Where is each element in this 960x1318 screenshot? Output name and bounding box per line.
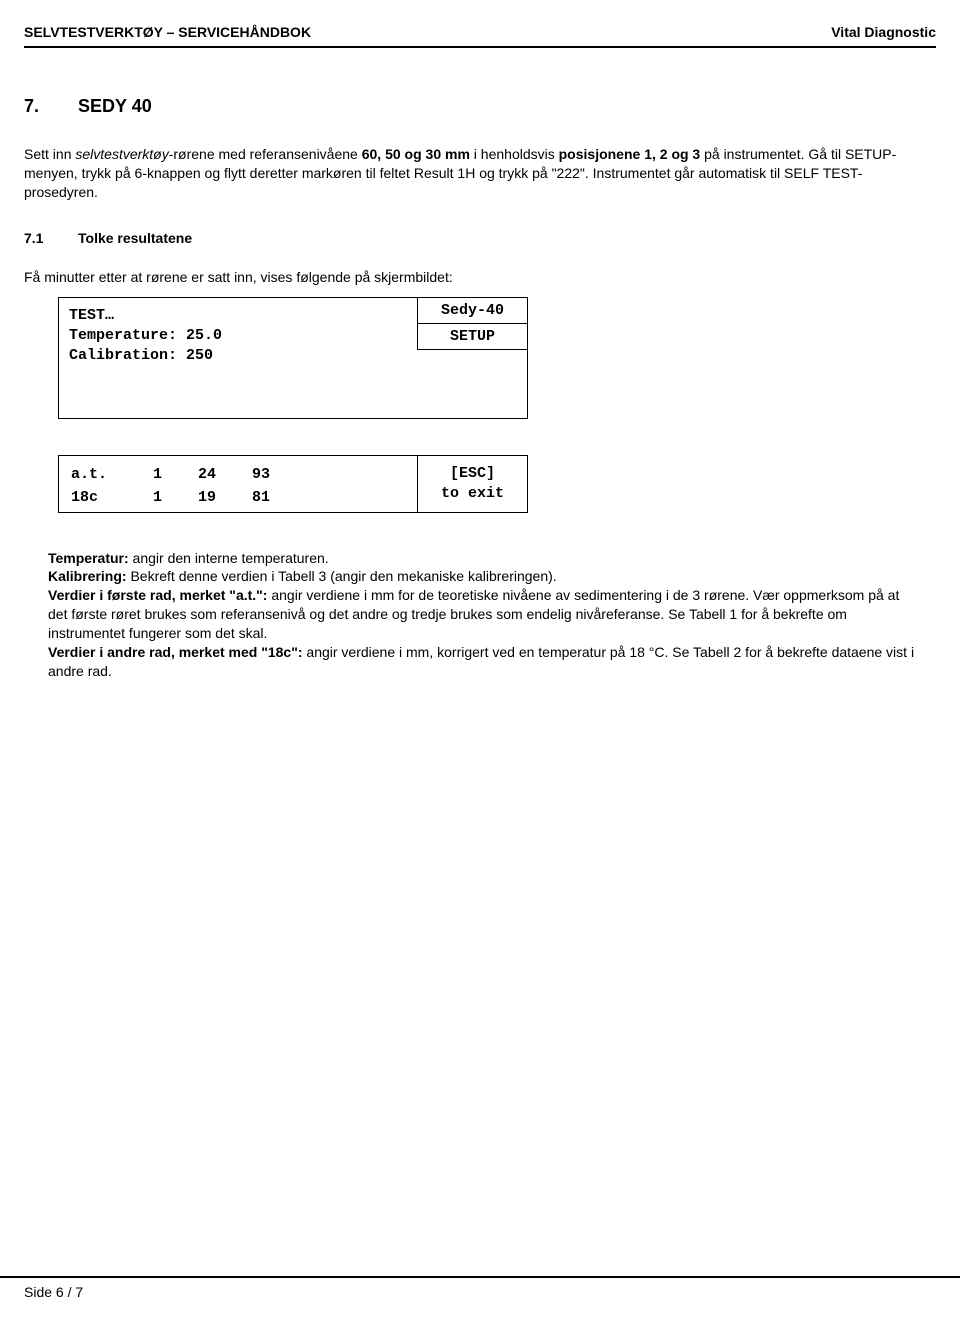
explain-p4-bold: Verdier i andre rad, merket med "18c":	[48, 644, 303, 660]
row2-c1: 1	[153, 487, 196, 508]
subsection-lead: Få minutter etter at rørene er satt inn,…	[24, 268, 936, 287]
page: SELVTESTVERKTØY – SERVICEHÅNDBOK Vital D…	[0, 0, 960, 1318]
page-footer: Side 6 / 7	[0, 1276, 960, 1318]
explain-p3-bold: Verdier i første rad, merket "a.t.":	[48, 587, 267, 603]
intro-mid: -rørene med referansenivåene	[169, 146, 362, 162]
intro-paragraph: Sett inn selvtestverktøy-rørene med refe…	[24, 145, 936, 202]
tag-sedy40: Sedy-40	[417, 298, 527, 324]
explain-row1: Verdier i første rad, merket "a.t.": ang…	[48, 586, 916, 643]
tag-setup: SETUP	[417, 324, 527, 350]
explanation-block: Temperatur: angir den interne temperatur…	[48, 549, 916, 681]
intro-bold1: 60, 50 og 30 mm	[362, 146, 470, 162]
table-row: 18c 1 19 81	[71, 487, 304, 508]
section-number: 7.	[24, 96, 78, 117]
page-header: SELVTESTVERKTØY – SERVICEHÅNDBOK Vital D…	[24, 0, 936, 48]
display-top-text: TEST… Temperature: 25.0 Calibration: 250	[69, 306, 222, 367]
subsection-number: 7.1	[24, 230, 78, 246]
table-row: a.t. 1 24 93	[71, 464, 304, 485]
row2-label: 18c	[71, 487, 151, 508]
display-wrap: TEST… Temperature: 25.0 Calibration: 250…	[58, 297, 936, 513]
header-right: Vital Diagnostic	[831, 24, 936, 40]
explain-row2: Verdier i andre rad, merket med "18c": a…	[48, 643, 916, 681]
row1-c3: 93	[252, 464, 304, 485]
display-top: TEST… Temperature: 25.0 Calibration: 250…	[59, 298, 527, 418]
explain-p2-bold: Kalibrering:	[48, 568, 127, 584]
section-title-text: SEDY 40	[78, 96, 152, 116]
display-line1: TEST…	[69, 307, 114, 324]
esc-line1: [ESC]	[450, 464, 495, 484]
section-title: 7.SEDY 40	[24, 96, 936, 117]
row1-c1: 1	[153, 464, 196, 485]
esc-line2: to exit	[441, 484, 504, 504]
esc-box: [ESC] to exit	[417, 456, 527, 512]
explain-p2-rest: Bekreft denne verdien i Tabell 3 (angir …	[127, 568, 557, 584]
intro-bold2: posisjonene 1, 2 og 3	[559, 146, 701, 162]
display-line3: Calibration: 250	[69, 347, 213, 364]
footer-text: Side 6 / 7	[24, 1284, 83, 1300]
row2-c2: 19	[198, 487, 250, 508]
display-box-top: TEST… Temperature: 25.0 Calibration: 250…	[58, 297, 528, 419]
row2-c3: 81	[252, 487, 304, 508]
row1-c2: 24	[198, 464, 250, 485]
explain-p1-bold: Temperatur:	[48, 550, 129, 566]
display-box-bottom: a.t. 1 24 93 18c 1 19 81 [ESC] to exit	[58, 455, 528, 513]
display-gap	[58, 419, 936, 455]
subsection-title-text: Tolke resultatene	[78, 230, 192, 246]
header-left: SELVTESTVERKTØY – SERVICEHÅNDBOK	[24, 24, 311, 40]
intro-mid2: i henholdsvis	[470, 146, 559, 162]
display-value-table: a.t. 1 24 93 18c 1 19 81	[69, 462, 306, 510]
intro-pre: Sett inn	[24, 146, 75, 162]
display-line2: Temperature: 25.0	[69, 327, 222, 344]
explain-calibration: Kalibrering: Bekreft denne verdien i Tab…	[48, 567, 916, 586]
subsection-title: 7.1Tolke resultatene	[24, 230, 936, 246]
row1-label: a.t.	[71, 464, 151, 485]
display-top-tags: Sedy-40 SETUP	[417, 298, 527, 350]
intro-italic: selvtestverktøy	[75, 146, 168, 162]
explain-p1-rest: angir den interne temperaturen.	[129, 550, 329, 566]
explain-temperature: Temperatur: angir den interne temperatur…	[48, 549, 916, 568]
